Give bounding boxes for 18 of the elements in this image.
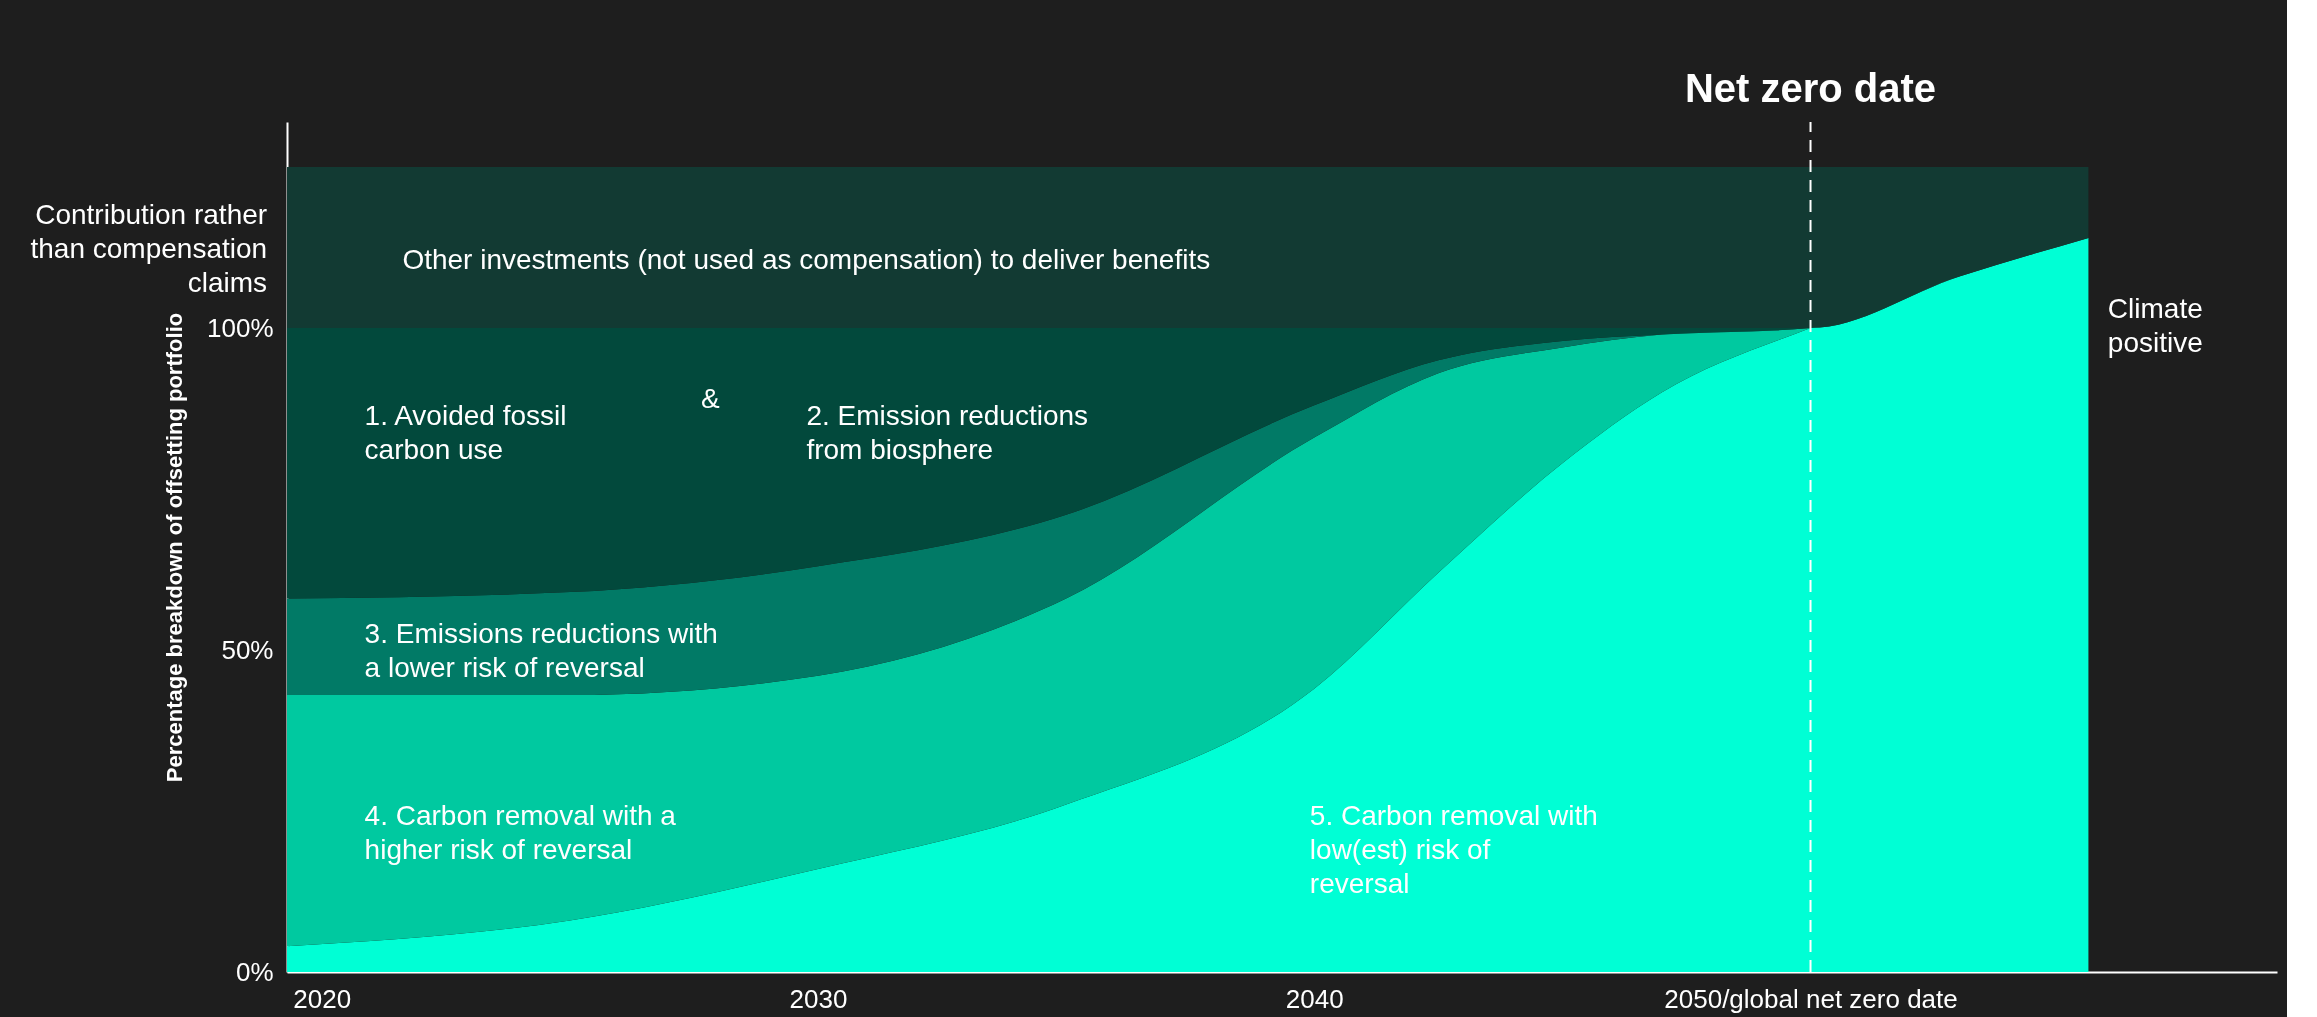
annotation: 3. Emissions reductions with a lower risk of reversal (364, 618, 718, 684)
x-tick-label: 2030 (789, 983, 848, 1014)
y-tick-label: 0% (235, 956, 274, 987)
y-tick-label: 50% (221, 634, 274, 665)
x-tick-label: 2020 (293, 983, 352, 1014)
ref-line-label: Net zero date (1684, 66, 1937, 110)
annotation: 5. Carbon removal with low(est) risk of reversal (1309, 800, 1598, 900)
annotation: Other investments (not used as compensation) to deliver benefits (402, 244, 1211, 276)
x-tick-label: 2040 (1285, 983, 1344, 1014)
annotation: Climate positive (2107, 292, 2203, 358)
annotation: 2. Emission reductions from biosphere (806, 399, 1089, 465)
annotation: 1. Avoided fossil carbon use (364, 399, 567, 465)
annotation: 4. Carbon removal with a higher risk of reversal (364, 800, 677, 866)
y-axis-title: Percentage breakdown of offsetting portfolio (162, 312, 187, 783)
y-tick-label: 100% (207, 312, 274, 343)
annotation: & (700, 382, 720, 414)
x-tick-label: 2050/global net zero date (1664, 983, 1958, 1014)
text: Contribution rather than compensation claims (30, 198, 268, 298)
